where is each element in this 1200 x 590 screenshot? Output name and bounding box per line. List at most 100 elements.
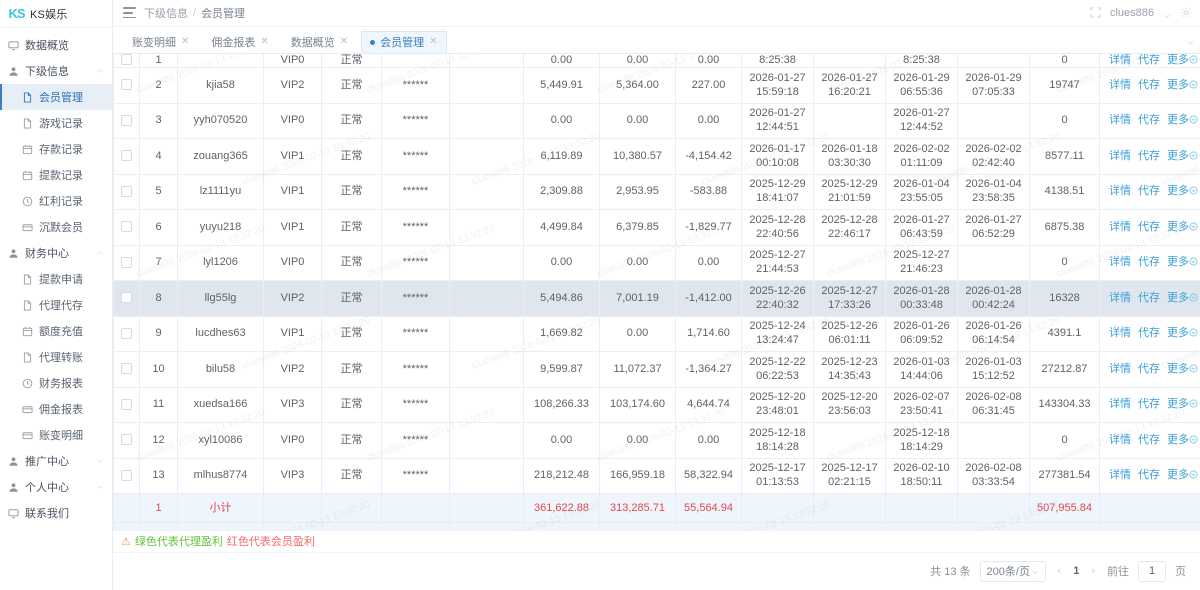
breadcrumb-item-parent[interactable]: 下级信息 [144, 7, 188, 20]
row-checkbox[interactable] [121, 221, 132, 233]
sidebar-item-4[interactable]: 存款记录 [0, 136, 112, 162]
chevron-down-icon[interactable] [97, 458, 104, 465]
more-button[interactable]: 更多 [1167, 221, 1198, 235]
cell-actions[interactable]: 详情 代存 更多 [1099, 103, 1200, 140]
username-label[interactable]: clues886 [1109, 6, 1154, 19]
detail-button[interactable]: 详情 [1109, 256, 1131, 269]
row-checkbox[interactable] [121, 150, 132, 162]
row-checkbox[interactable] [121, 327, 132, 339]
more-button[interactable]: 更多 [1167, 363, 1198, 377]
deposit-button[interactable]: 代存 [1138, 114, 1160, 127]
cell-actions[interactable]: 详情 代存 更多 [1099, 245, 1200, 282]
row-checkbox-cell[interactable] [113, 53, 140, 69]
chevron-up-icon[interactable] [97, 68, 104, 75]
row-checkbox[interactable] [121, 363, 132, 375]
sidebar-item-8[interactable]: 财务中心 [0, 240, 112, 266]
table-row[interactable]: 5 lz1111yu VIP1 正常 ****** 2,309.88 2,953.95 -58… [113, 174, 1200, 211]
table-row[interactable]: 2 kjia58 VIP2 正常 ****** 5,449.91 5,364.00 227.0… [113, 67, 1200, 104]
row-checkbox-cell[interactable] [113, 387, 140, 424]
next-page-button[interactable]: › [1091, 565, 1095, 578]
more-button[interactable]: 更多 [1167, 327, 1198, 341]
sidebar-item-5[interactable]: 提款记录 [0, 162, 112, 188]
table-row[interactable]: 9 lucdhes63 VIP1 正常 ****** 1,669.82 0.00 1,714.… [113, 316, 1200, 353]
deposit-button[interactable]: 代存 [1138, 149, 1160, 162]
sidebar-item-7[interactable]: 沉默会员 [0, 214, 112, 240]
tabbar-chevron-down-icon[interactable] [1186, 36, 1195, 45]
deposit-button[interactable]: 代存 [1138, 256, 1160, 269]
close-icon[interactable]: ✕ [181, 36, 190, 48]
row-checkbox-cell[interactable] [113, 209, 140, 246]
row-checkbox[interactable] [121, 398, 132, 410]
sidebar-item-9[interactable]: 提款申请 [0, 266, 112, 292]
table-row[interactable]: 13 mlhus8774 VIP3 正常 ****** 218,212.48 166,959… [113, 458, 1200, 495]
deposit-button[interactable]: 代存 [1138, 291, 1160, 304]
row-checkbox-cell[interactable] [113, 422, 140, 459]
close-icon[interactable]: ✕ [339, 36, 349, 48]
sidebar-item-1[interactable]: 下级信息 [0, 58, 112, 84]
cell-actions[interactable]: 详情 代存 更多 [1099, 53, 1200, 69]
row-checkbox-cell[interactable] [113, 138, 140, 175]
row-checkbox-cell[interactable] [113, 174, 140, 211]
table-row[interactable]: 6 yuyu218 VIP1 正常 ****** 4,499.84 6,379.85 -1,8… [113, 209, 1200, 246]
sidebar-item-15[interactable]: 账变明细 [0, 422, 112, 448]
row-checkbox[interactable] [121, 292, 132, 304]
page-size-select[interactable]: 200条/页 [979, 560, 1046, 582]
sidebar-item-6[interactable]: 红利记录 [0, 188, 112, 214]
table-row[interactable]: 1 VIP0 正常 0.00 0.00 0.00 8:25:38 8:25:38 0 详情 代存 更多 [113, 53, 1200, 69]
deposit-button[interactable]: 代存 [1138, 469, 1160, 482]
sidebar-item-17[interactable]: 个人中心 [0, 474, 112, 500]
tab-0[interactable]: 账变明细 ✕ [123, 31, 198, 53]
cell-actions[interactable]: 详情 代存 更多 [1099, 422, 1200, 459]
row-checkbox-cell[interactable] [113, 280, 140, 317]
table-row[interactable]: 8 llg55lg VIP2 正常 ****** 5,494.86 7,001.19 -1,4… [113, 280, 1200, 317]
detail-button[interactable]: 详情 [1109, 149, 1131, 162]
sidebar-item-3[interactable]: 游戏记录 [0, 110, 112, 136]
close-icon[interactable]: ✕ [429, 36, 438, 48]
table-row[interactable]: 10 bilu58 VIP2 正常 ****** 9,599.87 11,072.37 -1,… [113, 351, 1200, 388]
row-checkbox[interactable] [121, 256, 132, 268]
current-page-number[interactable]: 1 [1073, 565, 1080, 578]
cell-actions[interactable]: 详情 代存 更多 [1099, 351, 1200, 388]
more-button[interactable]: 更多 [1167, 292, 1198, 306]
row-checkbox[interactable] [121, 185, 132, 197]
more-button[interactable]: 更多 [1167, 256, 1198, 270]
sidebar-item-12[interactable]: 代理转账 [0, 344, 112, 370]
cell-actions[interactable]: 详情 代存 更多 [1099, 209, 1200, 246]
more-button[interactable]: 更多 [1167, 79, 1198, 93]
chevron-down-icon[interactable] [97, 484, 104, 491]
deposit-button[interactable]: 代存 [1138, 433, 1160, 446]
chevron-up-icon[interactable] [97, 250, 104, 257]
cell-actions[interactable]: 详情 代存 更多 [1099, 67, 1200, 104]
detail-button[interactable]: 详情 [1109, 78, 1131, 91]
more-button[interactable]: 更多 [1167, 54, 1198, 67]
row-checkbox-cell[interactable] [113, 316, 140, 353]
tab-3[interactable]: 会员管理 ✕ [361, 30, 447, 53]
deposit-button[interactable]: 代存 [1138, 362, 1160, 375]
table-row[interactable]: 4 zouang365 VIP1 正常 ****** 6,119.89 10,380.57-… [113, 138, 1200, 175]
gear-icon[interactable] [1180, 7, 1192, 19]
sidebar-item-11[interactable]: 额度充值 [0, 318, 112, 344]
tab-2[interactable]: 数据概览 ✕ [282, 31, 357, 53]
row-checkbox[interactable] [121, 434, 132, 446]
more-button[interactable]: 更多 [1167, 434, 1198, 448]
app-logo[interactable]: KS KS娱乐 [0, 0, 112, 28]
members-table-container[interactable]: 1 VIP0 正常 0.00 0.00 0.00 8:25:38 8:25:38 0 详情 代存 更多… [113, 53, 1200, 531]
more-button[interactable]: 更多 [1167, 150, 1198, 164]
more-button[interactable]: 更多 [1167, 114, 1198, 128]
detail-button[interactable]: 详情 [1109, 220, 1131, 233]
deposit-button[interactable]: 代存 [1138, 398, 1160, 411]
cell-actions[interactable]: 详情 代存 更多 [1099, 138, 1200, 175]
table-row[interactable]: 3 yyh070520 VIP0 正常 ****** 0.00 0.00 0.00 2026-0… [113, 103, 1200, 140]
sidebar-item-16[interactable]: 推广中心 [0, 448, 112, 474]
deposit-button[interactable]: 代存 [1138, 78, 1160, 91]
close-icon[interactable]: ✕ [260, 36, 269, 48]
cell-actions[interactable]: 详情 代存 更多 [1099, 316, 1200, 353]
prev-page-button[interactable]: ‹ [1057, 565, 1062, 578]
cell-actions[interactable]: 详情 代存 更多 [1099, 458, 1200, 495]
detail-button[interactable]: 详情 [1109, 291, 1131, 304]
row-checkbox[interactable] [121, 114, 132, 126]
row-checkbox-cell[interactable] [113, 351, 140, 388]
detail-button[interactable]: 详情 [1109, 53, 1131, 66]
more-button[interactable]: 更多 [1167, 398, 1198, 412]
sidebar-item-10[interactable]: 代理代存 [0, 292, 112, 318]
